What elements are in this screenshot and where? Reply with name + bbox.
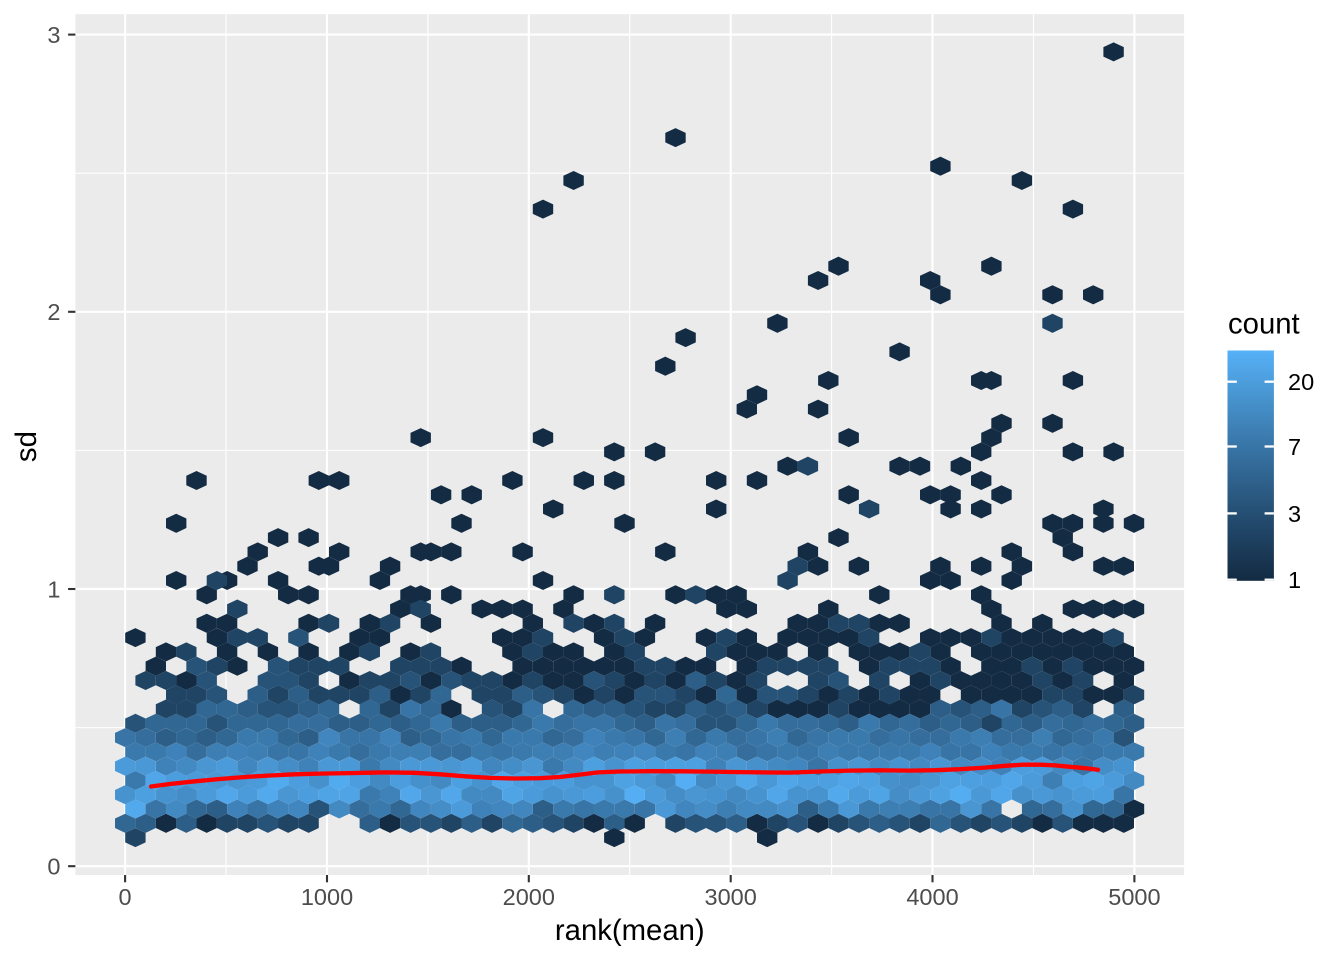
svg-text:1000: 1000 (301, 884, 353, 910)
svg-text:1: 1 (1288, 567, 1301, 593)
svg-text:7: 7 (1288, 434, 1301, 460)
svg-text:0: 0 (47, 854, 60, 880)
svg-text:2: 2 (47, 299, 60, 325)
svg-text:4000: 4000 (906, 884, 958, 910)
svg-text:rank(mean): rank(mean) (555, 914, 705, 947)
svg-text:20: 20 (1288, 369, 1314, 395)
svg-text:count: count (1228, 308, 1300, 341)
svg-text:0: 0 (119, 884, 132, 910)
svg-text:5000: 5000 (1108, 884, 1160, 910)
svg-text:3: 3 (47, 22, 60, 48)
svg-text:sd: sd (10, 431, 43, 462)
svg-text:1: 1 (47, 576, 60, 602)
svg-text:3000: 3000 (705, 884, 757, 910)
svg-text:2000: 2000 (503, 884, 555, 910)
svg-text:3: 3 (1288, 501, 1301, 527)
